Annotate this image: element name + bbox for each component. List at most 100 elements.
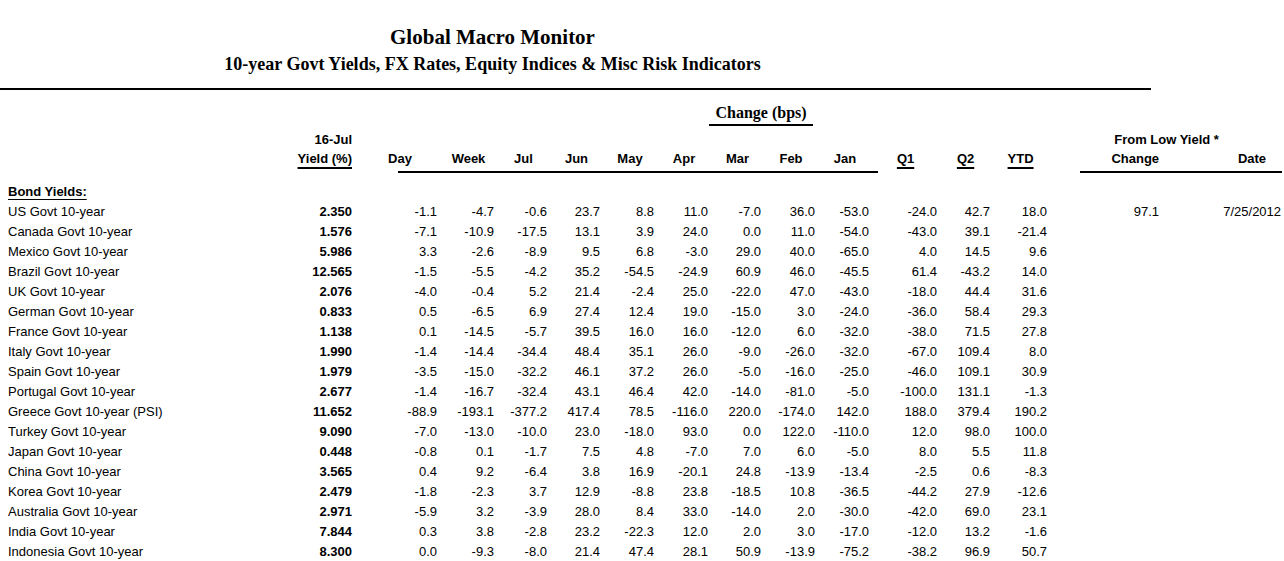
row-label: China Govt 10-year — [0, 461, 270, 481]
change-mar: -9.0 — [711, 341, 764, 361]
change-jun: 39.5 — [550, 321, 603, 341]
yield-value: 11.652 — [270, 401, 360, 421]
from-low-date — [1163, 441, 1284, 461]
column-header-low-change: Change — [1049, 147, 1163, 169]
change-jun: 46.1 — [550, 361, 603, 381]
change-jan: -45.5 — [818, 261, 872, 281]
column-header-jan: Jan — [818, 147, 872, 169]
change-jun: 27.4 — [550, 301, 603, 321]
change-ytd: 190.2 — [992, 401, 1049, 421]
row-label: Canada Govt 10-year — [0, 221, 270, 241]
change-feb: 6.0 — [764, 441, 818, 461]
change-jul: 6.9 — [497, 301, 550, 321]
change-week: -14.5 — [440, 321, 497, 341]
change-week: -15.0 — [440, 361, 497, 381]
change-day: 0.3 — [360, 521, 440, 541]
change-day: -4.0 — [360, 281, 440, 301]
section-header-bond-yields: Bond Yields: — [8, 184, 87, 199]
yield-value: 12.565 — [270, 261, 360, 281]
change-q2: 27.9 — [939, 481, 992, 501]
change-q1: -12.0 — [872, 521, 939, 541]
yield-value: 2.677 — [270, 381, 360, 401]
from-low-date — [1163, 401, 1284, 421]
row-label: German Govt 10-year — [0, 301, 270, 321]
change-apr: -20.1 — [657, 461, 711, 481]
change-week: -16.7 — [440, 381, 497, 401]
change-apr: -7.0 — [657, 441, 711, 461]
from-low-yield-group-header: From Low Yield * — [1049, 126, 1284, 147]
change-mar: -12.0 — [711, 321, 764, 341]
change-jul: -8.0 — [497, 541, 550, 561]
yield-value: 1.979 — [270, 361, 360, 381]
change-jul: -6.4 — [497, 461, 550, 481]
change-ytd: -8.3 — [992, 461, 1049, 481]
yield-value: 0.833 — [270, 301, 360, 321]
yield-value: 8.300 — [270, 541, 360, 561]
change-apr: 23.8 — [657, 481, 711, 501]
change-may: 6.8 — [603, 241, 657, 261]
change-feb: 2.0 — [764, 501, 818, 521]
change-day: 0.4 — [360, 461, 440, 481]
from-low-date: 7/25/2012 — [1163, 201, 1284, 221]
yield-value: 3.565 — [270, 461, 360, 481]
change-may: -18.0 — [603, 421, 657, 441]
change-jun: 13.1 — [550, 221, 603, 241]
column-header-q1: Q1 — [872, 147, 939, 169]
change-q1: -46.0 — [872, 361, 939, 381]
change-week: -5.5 — [440, 261, 497, 281]
change-week: 0.1 — [440, 441, 497, 461]
macro-monitor-sheet: Global Macro Monitor 10-year Govt Yields… — [0, 0, 1284, 561]
row-label: France Govt 10-year — [0, 321, 270, 341]
row-label: Turkey Govt 10-year — [0, 421, 270, 441]
yield-value: 1.576 — [270, 221, 360, 241]
change-day: 0.1 — [360, 321, 440, 341]
change-jul: -5.7 — [497, 321, 550, 341]
change-day: -1.5 — [360, 261, 440, 281]
change-q1: 8.0 — [872, 441, 939, 461]
change-jan: -5.0 — [818, 441, 872, 461]
change-week: -0.4 — [440, 281, 497, 301]
from-low-date — [1163, 481, 1284, 501]
change-ytd: 27.8 — [992, 321, 1049, 341]
change-mar: 220.0 — [711, 401, 764, 421]
change-mar: 2.0 — [711, 521, 764, 541]
change-may: -2.4 — [603, 281, 657, 301]
change-ytd: -1.6 — [992, 521, 1049, 541]
from-low-date — [1163, 341, 1284, 361]
change-week: -2.3 — [440, 481, 497, 501]
change-jun: 23.7 — [550, 201, 603, 221]
change-week: 9.2 — [440, 461, 497, 481]
change-mar: -5.0 — [711, 361, 764, 381]
yield-value: 1.990 — [270, 341, 360, 361]
change-ytd: -12.6 — [992, 481, 1049, 501]
change-day: -7.1 — [360, 221, 440, 241]
bond-yields-table: Change (bps) 16-Jul From Low Yield * Yie… — [0, 102, 1284, 561]
change-jun: 21.4 — [550, 541, 603, 561]
from-low-date — [1163, 421, 1284, 441]
change-may: 35.1 — [603, 341, 657, 361]
change-q2: 58.4 — [939, 301, 992, 321]
change-mar: 7.0 — [711, 441, 764, 461]
change-ytd: 29.3 — [992, 301, 1049, 321]
from-low-date — [1163, 221, 1284, 241]
change-ytd: 8.0 — [992, 341, 1049, 361]
change-apr: -116.0 — [657, 401, 711, 421]
from-low-change — [1049, 321, 1163, 341]
column-header-feb: Feb — [764, 147, 818, 169]
change-jul: -2.8 — [497, 521, 550, 541]
change-jun: 417.4 — [550, 401, 603, 421]
change-jun: 23.2 — [550, 521, 603, 541]
change-apr: -3.0 — [657, 241, 711, 261]
change-q2: 109.4 — [939, 341, 992, 361]
from-low-change — [1049, 241, 1163, 261]
yield-value: 1.138 — [270, 321, 360, 341]
change-apr: 25.0 — [657, 281, 711, 301]
change-q2: 96.9 — [939, 541, 992, 561]
asof-date-label: 16-Jul — [270, 126, 360, 147]
change-q2: 71.5 — [939, 321, 992, 341]
change-jul: -8.9 — [497, 241, 550, 261]
change-mar: 0.0 — [711, 221, 764, 241]
from-low-date — [1163, 461, 1284, 481]
change-day: 0.0 — [360, 541, 440, 561]
change-apr: 42.0 — [657, 381, 711, 401]
